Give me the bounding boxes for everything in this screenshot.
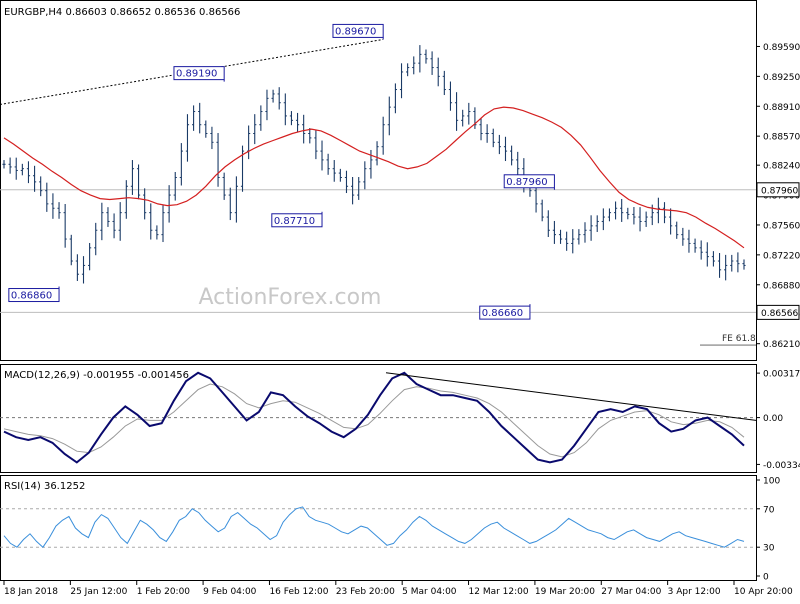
- time-axis-label: 3 Apr 12:00: [668, 587, 721, 597]
- level-tag: [756, 304, 800, 320]
- price-panel-title: EURGBP,H4 0.86603 0.86652 0.86536 0.8656…: [4, 7, 240, 18]
- time-axis-label: 18 Jan 2018: [4, 587, 58, 597]
- time-axis-label: 27 Mar 04:00: [601, 587, 661, 597]
- level-tag-label: 0.86566: [761, 309, 798, 319]
- macd-axis-label: -0.003344: [763, 461, 800, 471]
- price-axis-label: 0.86210: [763, 340, 800, 350]
- annotation-box: [271, 213, 323, 228]
- time-axis-label: 5 Mar 04:00: [402, 587, 457, 597]
- level-tag: [756, 182, 800, 198]
- macd-panel-frame: [0, 364, 757, 473]
- annotation-label: 0.86860: [11, 291, 52, 302]
- annotation-label: 0.87710: [274, 216, 315, 227]
- annotation-label: 0.89670: [335, 26, 376, 37]
- annotation-label: 0.86660: [482, 308, 523, 319]
- price-axis-label: 0.88910: [763, 103, 800, 113]
- rsi-axis-label: 70: [763, 505, 775, 515]
- time-axis-label: 1 Feb 20:00: [137, 587, 191, 597]
- price-axis-label: 0.87560: [763, 221, 800, 231]
- price-axis-label: 0.88570: [763, 133, 800, 143]
- macd-axis-label: 0.00: [763, 414, 783, 424]
- time-axis-label: 10 Apr 20:00: [734, 587, 793, 597]
- watermark: ActionForex.com: [199, 285, 382, 310]
- time-axis-label: 9 Feb 04:00: [203, 587, 257, 597]
- macd-line: [3, 371, 745, 464]
- time-axis-label: 23 Feb 20:00: [336, 587, 395, 597]
- annotation-label: FE 61.8: [722, 334, 756, 344]
- macd-axis-label: 0.003177: [763, 370, 800, 380]
- time-axis-label: 12 Mar 12:00: [469, 587, 529, 597]
- rsi-panel-frame: [0, 475, 757, 581]
- annotation-box: [503, 174, 555, 189]
- rsi-panel-title: RSI(14) 36.1252: [4, 481, 85, 492]
- rsi-line: [3, 506, 745, 548]
- annotation-box: [479, 305, 531, 320]
- macd-trendline: [385, 372, 757, 421]
- price-axis-label: 0.88240: [763, 162, 800, 172]
- rsi-axis-label: 30: [763, 544, 775, 554]
- price-axis-label: 0.87220: [763, 251, 800, 261]
- price-axis-label: 0.86880: [763, 281, 800, 291]
- macd-series-layer: [0, 371, 757, 464]
- moving-average-line: [3, 106, 745, 249]
- annotation-box: [173, 66, 225, 81]
- price-axis-label: 0.89250: [763, 73, 800, 83]
- time-axis-label: 16 Feb 12:00: [269, 587, 328, 597]
- resistance-trendline: [0, 38, 384, 105]
- axis-layer: 0.89590 0.89250 0.88910 0.88570 0.88240 0.879…: [3, 43, 800, 597]
- time-axis-label: 25 Jan 12:00: [70, 587, 127, 597]
- annotation-label: 0.87960: [506, 177, 547, 188]
- rsi-axis-label: 100: [763, 477, 780, 487]
- rsi-axis-label: 0: [763, 573, 769, 583]
- annotation-box: [8, 288, 60, 303]
- macd-panel-title: MACD(12,26,9) -0.001955 -0.001456: [4, 370, 189, 381]
- macd-signal-line: [3, 383, 745, 458]
- annotation-box: [332, 23, 384, 38]
- time-axis-label: 19 Mar 20:00: [535, 587, 595, 597]
- level-tag-label: 0.87960: [761, 186, 798, 196]
- rsi-series-layer: [0, 506, 756, 548]
- price-series-layer: 0.89670 0.89190 0.87710 0.86860 0.87960 0.866…: [0, 23, 756, 346]
- price-axis-label: 0.89590: [763, 43, 800, 53]
- annotation-label: 0.89190: [176, 69, 217, 80]
